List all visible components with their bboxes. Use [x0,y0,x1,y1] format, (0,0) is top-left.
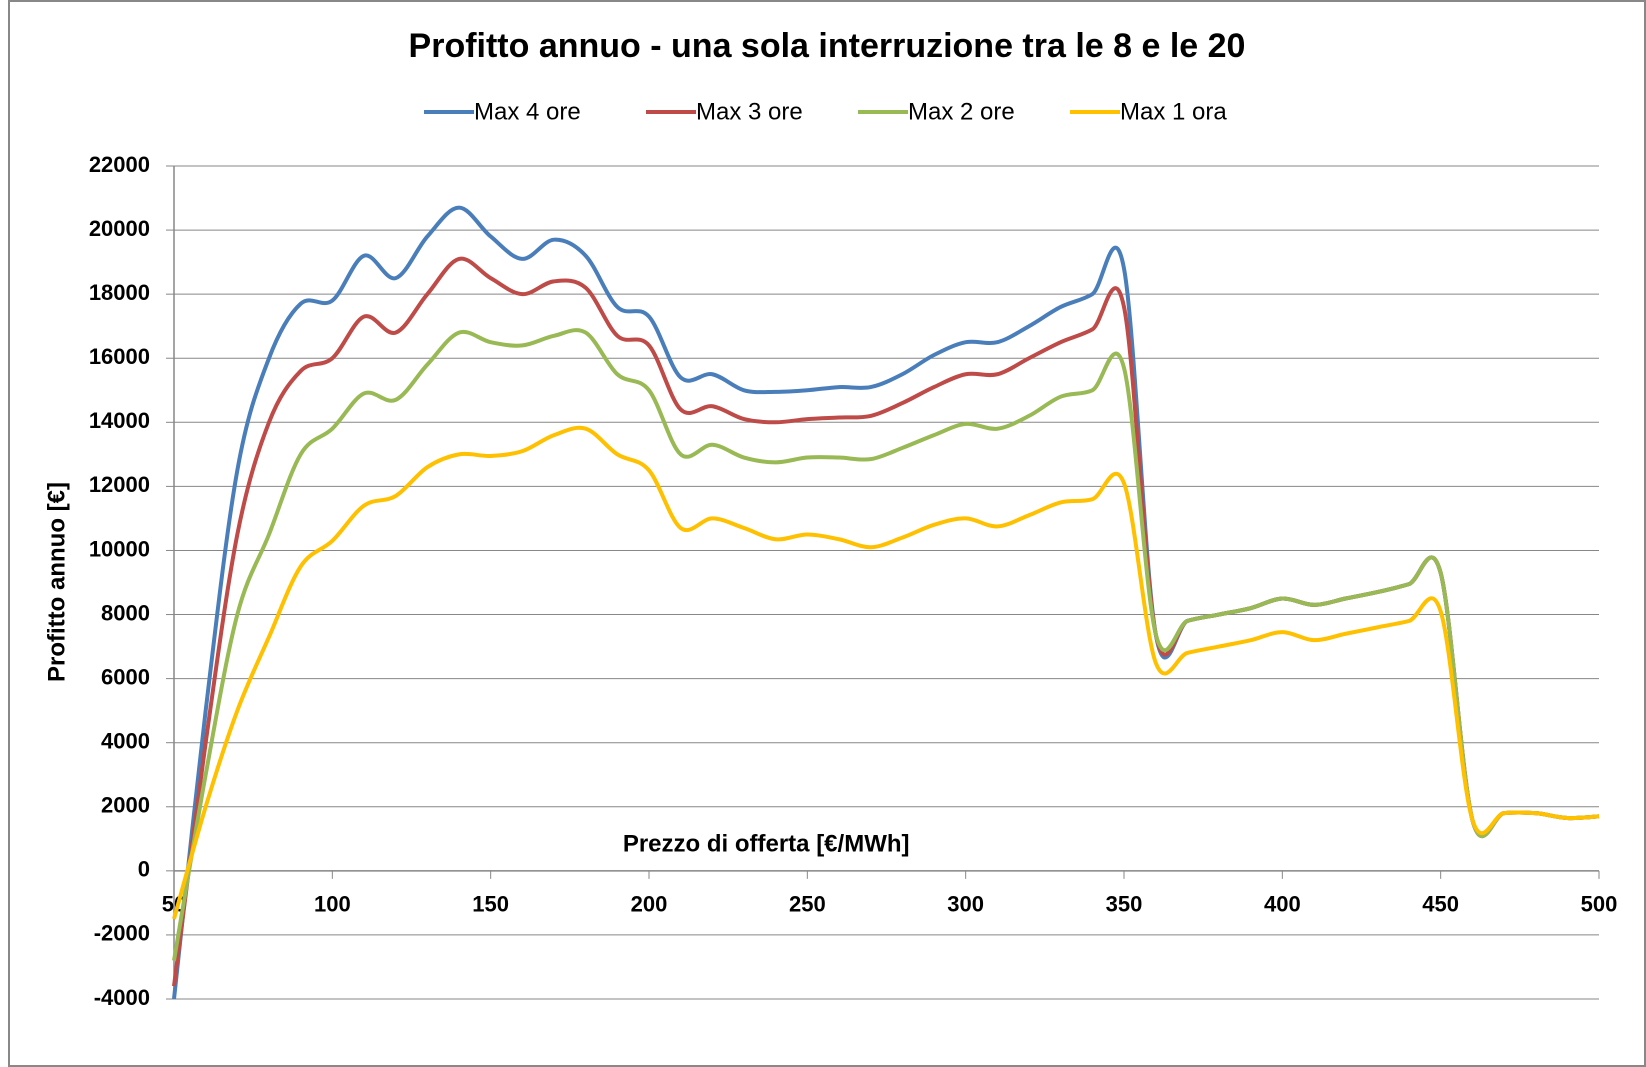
chart-frame [8,0,1646,1067]
y-tick-label: 2000 [101,793,150,818]
series-line [172,328,1600,961]
x-tick-label: 400 [1264,892,1301,917]
x-tick-label: 200 [631,892,668,917]
x-tick-label: 300 [947,892,984,917]
x-axis-label: Prezzo di offerta [€/MWh] [623,831,910,858]
x-tick-label: 350 [1106,892,1143,917]
y-tick-label: 18000 [89,280,150,305]
y-tick-label: -2000 [94,921,150,946]
legend-label: Max 1 ora [1120,98,1227,125]
y-axis-label: Profitto annuo [€] [43,482,70,682]
y-tick-label: 0 [138,857,150,882]
x-tick-label: 500 [1581,892,1618,917]
y-tick-label: 4000 [101,729,150,754]
y-tick-label: 8000 [101,600,150,625]
y-tick-label: 10000 [89,536,150,561]
chart-title: Profitto annuo - una sola interruzione t… [409,27,1246,65]
y-tick-label: 22000 [89,152,150,177]
y-tick-label: 16000 [89,344,150,369]
y-tick-label: 12000 [89,472,150,497]
y-tick-label: -4000 [94,985,150,1010]
y-tick-label: 14000 [89,408,150,433]
series-line [172,425,1600,920]
legend-label: Max 3 ore [696,98,803,125]
x-tick-label: 100 [314,892,351,917]
legend-label: Max 4 ore [474,98,581,125]
x-tick-label: 250 [789,892,826,917]
y-tick-label: 20000 [89,216,150,241]
y-tick-label: 6000 [101,664,150,689]
x-tick-label: 450 [1422,892,1459,917]
legend-label: Max 2 ore [908,98,1015,125]
x-tick-label: 150 [472,892,509,917]
